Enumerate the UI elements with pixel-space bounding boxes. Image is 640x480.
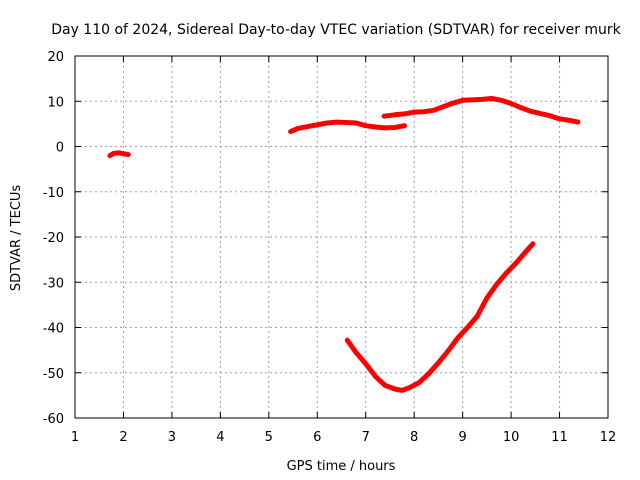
x-tick-label: 11: [551, 430, 568, 445]
x-tick-label: 9: [458, 430, 466, 445]
y-tick-label: -60: [43, 412, 64, 427]
y-tick-label: -50: [43, 367, 64, 382]
chart-title: Day 110 of 2024, Sidereal Day-to-day VTE…: [51, 22, 621, 38]
x-tick-label: 7: [362, 430, 370, 445]
y-tick-labels: 20 10 0 -10 -20 -30 -40 -50 -60: [43, 50, 64, 427]
series-line-segment: [381, 96, 581, 125]
x-tick-label: 12: [600, 430, 617, 445]
y-tick-label: 0: [56, 141, 64, 156]
x-tick-label: 1: [71, 430, 79, 445]
y-tick-label: 20: [47, 50, 64, 65]
y-tick-label: -20: [43, 231, 64, 246]
x-tick-labels: 1 2 3 4 5 6 7 8 9 10 11 12: [71, 430, 616, 445]
x-tick-label: 3: [168, 430, 176, 445]
y-axis-label: SDTVAR / TECUs: [9, 185, 24, 292]
series-line-segment: [344, 241, 536, 393]
y-tick-label: -40: [43, 322, 64, 337]
y-tick-label: 10: [47, 95, 64, 110]
grid: [75, 56, 608, 418]
x-tick-label: 8: [410, 430, 418, 445]
x-tick-label: 2: [119, 430, 127, 445]
axis-ticks: [74, 55, 609, 419]
data-series: [107, 96, 581, 393]
x-tick-label: 6: [313, 430, 321, 445]
x-tick-label: 5: [265, 430, 273, 445]
x-axis-label: GPS time / hours: [287, 459, 396, 474]
y-tick-label: -10: [43, 186, 64, 201]
x-tick-label: 4: [216, 430, 224, 445]
y-tick-label: -30: [43, 276, 64, 291]
x-tick-label: 10: [503, 430, 520, 445]
series-line-segment: [107, 150, 131, 159]
series-line-segment: [288, 119, 407, 135]
